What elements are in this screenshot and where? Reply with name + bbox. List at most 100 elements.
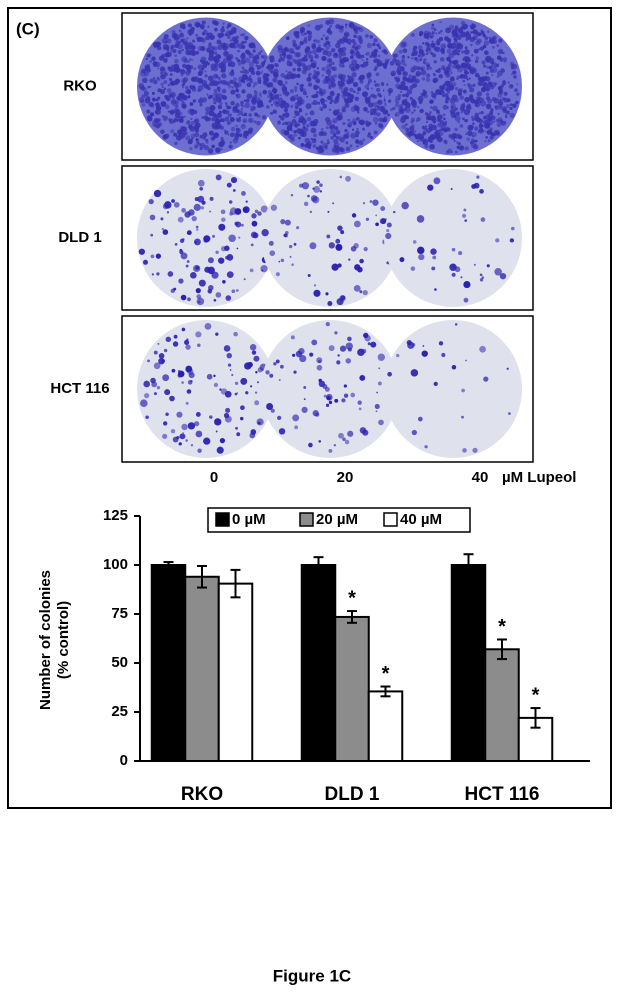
colony [355, 51, 360, 56]
colony [325, 403, 330, 407]
colony [293, 115, 296, 119]
colony [162, 433, 168, 439]
colony [280, 73, 286, 78]
colony [485, 92, 490, 96]
colony [463, 49, 470, 55]
colony [195, 225, 199, 229]
colony [411, 57, 414, 60]
colony [225, 407, 231, 413]
colony [393, 210, 396, 214]
colony [249, 268, 254, 273]
colony [483, 115, 488, 120]
colony [325, 63, 332, 70]
colony [312, 187, 315, 190]
colony [155, 253, 162, 259]
colony [425, 127, 428, 130]
colony [141, 103, 146, 107]
colony [364, 96, 368, 100]
colony [340, 230, 345, 235]
colony [325, 80, 329, 84]
colony [173, 35, 179, 41]
colony [486, 113, 490, 118]
colony [213, 374, 216, 378]
bar [484, 648, 520, 763]
colony [244, 69, 250, 75]
colony [180, 34, 185, 38]
colony [187, 29, 191, 33]
colony [363, 332, 369, 339]
colony [174, 78, 181, 84]
colony [221, 73, 227, 79]
colony [243, 112, 248, 117]
colony [373, 80, 376, 83]
colony [507, 81, 510, 84]
colony [509, 61, 515, 66]
colony [221, 25, 225, 29]
colony [320, 127, 324, 131]
colony [317, 148, 323, 154]
colony [397, 93, 402, 98]
colony [309, 51, 313, 54]
colony [149, 214, 156, 221]
colony [500, 120, 506, 126]
colony [386, 228, 390, 233]
colony [426, 67, 429, 71]
colony [389, 60, 395, 66]
colony [418, 253, 425, 261]
colony [206, 373, 213, 380]
colony [216, 446, 224, 454]
colony [236, 392, 239, 394]
colony [405, 123, 408, 126]
colony [512, 70, 517, 75]
colony [277, 44, 283, 51]
colony [406, 129, 409, 132]
colony [351, 59, 358, 66]
colony [161, 53, 166, 59]
colony [497, 112, 500, 115]
colony [292, 42, 298, 48]
colony [329, 129, 336, 135]
colony [253, 90, 258, 95]
colony [245, 50, 248, 53]
colony [509, 106, 513, 111]
colony [499, 272, 507, 280]
colony [294, 52, 300, 58]
colony [168, 117, 172, 122]
colony [283, 102, 290, 109]
colony [271, 87, 278, 94]
colony [483, 119, 489, 126]
colony [244, 362, 252, 370]
colony [321, 74, 325, 77]
colony [195, 331, 202, 338]
colony [270, 408, 275, 413]
colony [452, 82, 457, 87]
colony [176, 411, 183, 418]
colony [257, 114, 261, 118]
y-axis-label: Number of colonies(% control) [37, 570, 72, 710]
colony [454, 150, 458, 154]
colony [228, 200, 233, 204]
colony [254, 209, 259, 214]
colony [440, 125, 446, 131]
colony [475, 56, 480, 60]
colony [430, 248, 437, 255]
colony [181, 103, 187, 109]
colony [318, 440, 321, 443]
colony [277, 415, 282, 420]
colony [185, 439, 188, 442]
colony [503, 97, 509, 103]
colony [173, 120, 176, 123]
colony [434, 97, 437, 100]
colony [145, 57, 148, 61]
colony [335, 129, 341, 135]
colony [493, 37, 496, 40]
colony [483, 44, 487, 48]
colony [463, 56, 469, 62]
colony [212, 55, 219, 62]
colony [490, 115, 496, 121]
colony [431, 23, 435, 27]
colony [451, 364, 457, 370]
colony [430, 26, 435, 30]
colony [506, 104, 510, 109]
colony [310, 137, 313, 141]
